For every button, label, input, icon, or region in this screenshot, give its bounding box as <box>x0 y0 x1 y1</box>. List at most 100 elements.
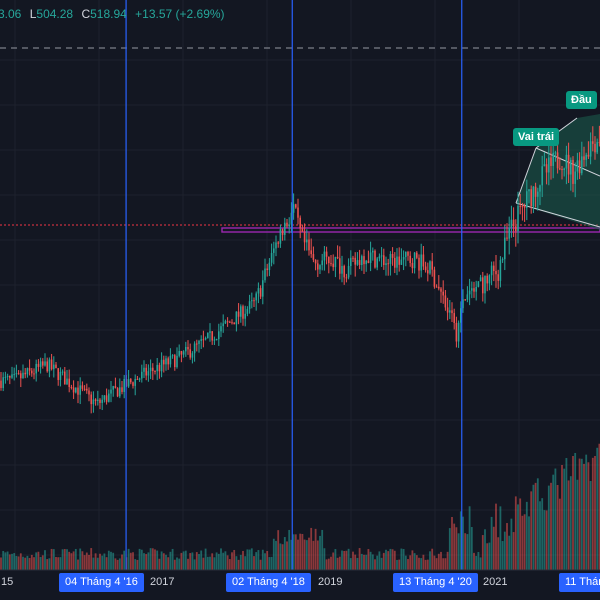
candle-body <box>196 343 198 345</box>
head-label[interactable]: Đầu <box>566 91 597 109</box>
candle-body <box>468 290 471 295</box>
volume-bar <box>160 551 163 570</box>
volume-bar <box>52 549 55 570</box>
volume-bar <box>121 554 123 570</box>
candle-body <box>136 378 139 380</box>
candle-body <box>317 263 319 270</box>
candle-body <box>336 256 339 259</box>
volume-bar <box>28 558 31 570</box>
volume-bar <box>246 549 249 570</box>
candle-body <box>191 353 194 358</box>
volume-bar <box>512 532 515 570</box>
volume-bar <box>136 559 139 570</box>
candle-body <box>501 259 504 261</box>
volume-bar <box>510 518 513 570</box>
volume-bar <box>382 552 385 570</box>
volume-bar <box>332 552 335 570</box>
candle-body <box>354 257 356 265</box>
grid-lines <box>0 0 600 570</box>
low-label: L <box>29 7 37 21</box>
candle-body <box>576 160 579 172</box>
volume-bar <box>63 549 66 570</box>
candle-body <box>530 189 532 207</box>
volume-bar <box>341 550 343 570</box>
candle-body <box>292 204 295 213</box>
candle-body <box>574 171 576 184</box>
volume-bar <box>572 456 574 570</box>
candle-body <box>121 387 123 392</box>
volume-bar <box>400 548 403 570</box>
candle-body <box>70 386 73 388</box>
candle-body <box>187 346 189 350</box>
candle-body <box>482 277 484 294</box>
candle-body <box>570 159 572 175</box>
event-date-label[interactable]: 02 Tháng 4 '18 <box>226 573 311 592</box>
candle-body <box>134 378 136 386</box>
volume-bar <box>283 537 286 570</box>
volume-bar <box>162 553 165 570</box>
candle-body <box>66 378 68 385</box>
candle-body <box>365 260 367 265</box>
candle-body <box>165 358 167 365</box>
candle-body <box>273 248 275 253</box>
volume-bar <box>250 548 253 570</box>
event-date-label[interactable]: 04 Tháng 4 '16 <box>59 573 144 592</box>
event-date-label[interactable]: 11 Tháng <box>559 573 600 592</box>
candle-body <box>158 364 161 372</box>
candle-body <box>257 288 260 294</box>
volume-bar <box>266 550 269 570</box>
candle-body <box>290 212 293 225</box>
volume-bar <box>501 541 504 570</box>
candle-body <box>275 242 277 249</box>
candle-body <box>253 300 255 302</box>
candle-body <box>90 394 92 405</box>
volume-bar <box>123 550 126 570</box>
candle-body <box>411 262 414 269</box>
volume-bar <box>349 558 352 570</box>
volume-bar <box>81 551 84 570</box>
candle-body <box>429 261 431 274</box>
candle-body <box>31 370 33 374</box>
volume-bar <box>393 550 396 570</box>
volume-bar <box>158 558 161 570</box>
candle-body <box>567 154 570 175</box>
candle-body <box>587 154 590 157</box>
candle-body <box>376 258 378 268</box>
candle-body <box>550 157 552 166</box>
volume-bar <box>552 474 555 570</box>
volume-bar <box>99 553 101 570</box>
volume-bar <box>70 553 73 570</box>
event-date-label[interactable]: 13 Tháng 4 '20 <box>393 573 478 592</box>
candle-body <box>145 367 147 376</box>
candle-body <box>15 373 18 375</box>
candle-body <box>202 339 205 341</box>
volume-bar <box>244 556 247 570</box>
candle-body <box>385 263 387 266</box>
volume-bar <box>563 468 566 570</box>
volume-bar <box>556 485 559 570</box>
candle-body <box>112 386 114 390</box>
volume-bar <box>228 559 231 570</box>
volume-bar <box>422 554 425 570</box>
candle-body <box>176 355 178 368</box>
volume-bar <box>220 548 222 570</box>
volume-bar <box>94 553 97 570</box>
candle-body <box>332 263 334 268</box>
candle-body <box>455 322 458 342</box>
candle-body <box>48 359 51 372</box>
left-shoulder-label[interactable]: Vai trái <box>513 128 560 146</box>
volume-bar <box>530 491 533 570</box>
candle-body <box>409 255 411 263</box>
volume-bar <box>363 554 365 570</box>
candle-body <box>156 364 158 372</box>
volume-bar <box>481 535 484 570</box>
candle-body <box>255 293 257 301</box>
candle-body <box>508 227 510 239</box>
volume-bar <box>138 548 141 570</box>
candle-body <box>596 142 598 153</box>
candle-body <box>215 339 218 341</box>
volume-bar <box>426 559 429 570</box>
candle-body <box>160 359 163 372</box>
candle-body <box>246 308 249 314</box>
